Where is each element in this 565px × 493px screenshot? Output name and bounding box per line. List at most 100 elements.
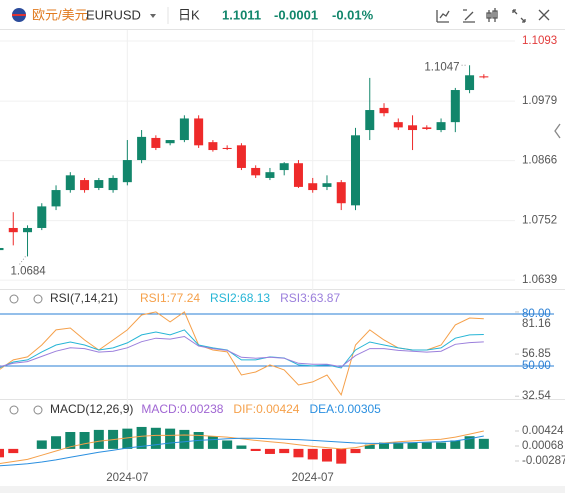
candle-body — [65, 175, 75, 191]
macd-bar — [364, 444, 375, 449]
y-tick-label: 0.00068 — [522, 440, 564, 452]
macd-line — [0, 435, 484, 467]
change-pct: -0.01% — [332, 7, 374, 22]
fullscreen-icon[interactable] — [512, 9, 526, 23]
candle-body — [450, 90, 460, 123]
toolbar: 欧元/美元 EURUSD 日K 1.1011 -0.0001 -0.01% — [12, 7, 550, 24]
dropdown-arrow[interactable] — [150, 14, 156, 18]
macd-bar — [250, 448, 261, 451]
legend-entry: DIF:0.00424 — [233, 402, 299, 416]
candle-body — [279, 163, 289, 171]
macd-settings[interactable] — [9, 405, 43, 415]
macd-bar — [464, 436, 475, 449]
candle-body — [308, 183, 318, 191]
legend-entry: RSI2:68.13 — [210, 291, 270, 305]
candle-body — [436, 122, 446, 131]
candle-body — [379, 107, 389, 114]
y-tick-label: 1.0752 — [522, 215, 557, 227]
macd-bar — [293, 448, 304, 458]
macd-bar — [336, 448, 347, 464]
macd-bar — [8, 448, 19, 454]
candle-body — [37, 206, 47, 228]
candle-body — [23, 227, 33, 233]
macd-bar — [179, 429, 190, 449]
macd-bar — [122, 428, 133, 449]
y-tick-label: 1.1093 — [522, 35, 557, 47]
macd-bar — [236, 445, 247, 449]
rsi-line — [0, 329, 484, 369]
scrollbar[interactable] — [0, 486, 565, 493]
macd-bar — [279, 448, 290, 454]
x-tick-label: 2024-07 — [292, 472, 334, 484]
macd-bar — [264, 448, 275, 454]
macd-bar — [65, 432, 76, 449]
candle-body — [80, 180, 90, 191]
macd-bar — [436, 442, 447, 449]
pair-name[interactable]: 欧元/美元 — [32, 7, 88, 22]
close-icon[interactable] — [538, 9, 550, 21]
period[interactable]: 日K — [178, 7, 200, 22]
candle-body — [465, 75, 475, 91]
macd-bar — [51, 436, 62, 449]
macd-bar — [393, 442, 404, 449]
rsi-line — [0, 335, 484, 368]
candle-body — [194, 118, 204, 146]
macd-bar — [36, 440, 47, 449]
macd-bar — [450, 440, 461, 449]
candle-body — [251, 167, 261, 176]
candle-body — [165, 140, 175, 144]
candle-body — [151, 137, 161, 148]
indicator-title: RSI(7,14,21) — [50, 291, 118, 305]
candle-body — [222, 147, 232, 149]
change: -0.0001 — [274, 7, 318, 22]
x-tick-label: 2024-07 — [106, 472, 148, 484]
macd-bar — [136, 426, 147, 449]
y-tick-label: 1.0639 — [522, 274, 557, 286]
y-tick-label: 0.00424 — [522, 425, 564, 437]
collapse-arrow[interactable] — [554, 123, 561, 139]
legend-entry: RSI3:63.87 — [280, 291, 340, 305]
candle-body — [336, 182, 346, 204]
candle-body — [94, 180, 104, 188]
macd-bar — [207, 436, 218, 449]
candle-body — [51, 190, 61, 207]
candle-body — [479, 76, 489, 78]
candle-body — [365, 110, 375, 131]
legend-entry: RSI1:77.24 — [140, 291, 200, 305]
candle-body — [265, 172, 275, 178]
y-tick-label: 1.0866 — [522, 155, 557, 167]
candle-body — [236, 145, 246, 168]
macd-bar — [165, 428, 176, 449]
indicator-icon[interactable] — [436, 10, 450, 23]
legend-entry: MACD:0.00238 — [141, 402, 223, 416]
candle-body — [393, 122, 403, 128]
macd-bar — [478, 438, 489, 449]
candle-body — [0, 247, 4, 251]
candle-body — [408, 125, 418, 131]
candle-body — [108, 177, 118, 191]
low-annotation: 1.0684 — [11, 265, 47, 277]
symbol[interactable]: EURUSD — [86, 7, 141, 22]
price: 1.1011 — [222, 7, 261, 22]
legend-entry: DEA:0.00305 — [309, 402, 381, 416]
candle-body — [293, 163, 303, 187]
candle-body — [179, 118, 189, 141]
draw-icon[interactable] — [463, 9, 475, 23]
candle-icon[interactable] — [486, 8, 498, 22]
macd-bar — [421, 442, 432, 449]
candle-body — [122, 160, 132, 183]
y-tick-label: -0.00287 — [522, 455, 565, 467]
candle-body — [322, 183, 332, 187]
candle-body — [422, 127, 432, 129]
candle-body — [351, 135, 360, 206]
high-annotation: 1.1047 — [424, 61, 459, 73]
y-tick-label: 81.16 — [522, 318, 551, 330]
rsi-settings[interactable] — [9, 294, 43, 304]
candle-body — [137, 136, 147, 161]
macd-bar — [79, 432, 90, 449]
macd-bar — [407, 442, 418, 449]
macd-bar — [222, 440, 233, 449]
